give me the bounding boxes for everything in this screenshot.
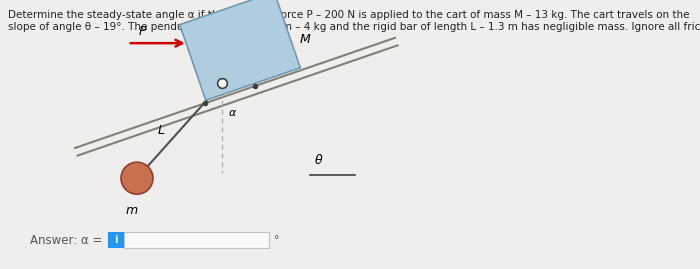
Text: θ: θ xyxy=(315,154,323,167)
Text: L: L xyxy=(158,124,165,137)
Polygon shape xyxy=(180,0,300,100)
FancyBboxPatch shape xyxy=(124,232,269,248)
Circle shape xyxy=(121,162,153,194)
Text: °: ° xyxy=(274,235,279,245)
Text: Determine the steady-state angle α if the constant force P – 200 N is applied to: Determine the steady-state angle α if th… xyxy=(8,10,690,20)
Text: Answer: α =: Answer: α = xyxy=(30,233,102,246)
FancyBboxPatch shape xyxy=(108,232,124,248)
Text: M: M xyxy=(300,33,310,46)
Text: P: P xyxy=(139,25,146,38)
Text: α: α xyxy=(228,108,236,118)
Text: slope of angle θ – 19°. The pendulum bob has mass m – 4 kg and the rigid bar of : slope of angle θ – 19°. The pendulum bob… xyxy=(8,22,700,32)
Text: i: i xyxy=(114,235,118,245)
Text: m: m xyxy=(126,204,138,217)
